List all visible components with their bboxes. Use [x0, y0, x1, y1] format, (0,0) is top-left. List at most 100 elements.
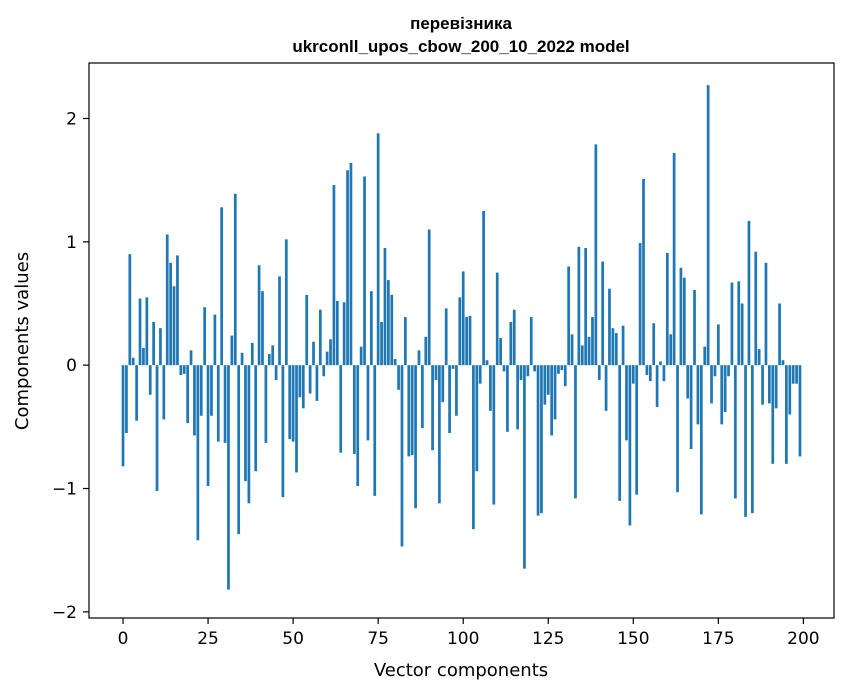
- bar-component-5: [138, 298, 142, 366]
- y-tick-label: 0: [66, 356, 77, 376]
- bar-component-114: [509, 322, 513, 366]
- x-tick-label: 200: [787, 629, 819, 649]
- bar-component-8: [148, 365, 152, 395]
- bar-component-40: [257, 265, 261, 366]
- bar-component-166: [686, 365, 690, 399]
- bar-component-179: [730, 282, 734, 366]
- bar-component-187: [757, 349, 761, 366]
- bar-component-191: [771, 365, 775, 464]
- bar-component-140: [597, 365, 601, 380]
- bar-component-156: [652, 323, 656, 366]
- bar-component-83: [404, 317, 407, 366]
- bar-component-67: [349, 162, 353, 366]
- bar-component-153: [642, 178, 645, 366]
- bar-component-29: [220, 207, 224, 366]
- y-tick-label: 1: [66, 233, 77, 253]
- bar-component-102: [468, 315, 472, 366]
- bar-component-86: [414, 365, 417, 509]
- bar-component-44: [271, 345, 275, 366]
- bar-component-62: [332, 185, 336, 366]
- bar-component-186: [754, 251, 758, 366]
- bar-component-38: [250, 342, 254, 366]
- bar-component-80: [393, 359, 397, 366]
- bar-component-13: [165, 234, 169, 366]
- bar-component-122: [536, 365, 540, 516]
- x-axis-ticks: 0 25 50 75 100 125 150 175 200: [118, 618, 820, 649]
- y-axis-label: Components values: [12, 252, 33, 430]
- bar-component-148: [625, 365, 628, 441]
- bar-component-54: [305, 294, 309, 366]
- bar-component-49: [288, 365, 292, 440]
- bar-component-19: [186, 365, 190, 424]
- bar-component-75: [376, 133, 380, 366]
- bar-component-139: [594, 144, 598, 366]
- bar-component-21: [193, 365, 196, 436]
- bar-component-132: [570, 334, 574, 366]
- bar-component-9: [152, 322, 155, 366]
- x-tick-label: 75: [367, 629, 389, 649]
- bar-component-25: [206, 365, 210, 487]
- bar-component-157: [655, 365, 659, 408]
- bar-component-70: [359, 346, 363, 366]
- bar-component-1: [125, 365, 128, 433]
- bar-component-20: [189, 350, 193, 366]
- bar-component-71: [363, 176, 366, 366]
- x-tick-label: 175: [702, 629, 734, 649]
- bar-component-177: [723, 365, 727, 413]
- bar-component-45: [274, 365, 278, 380]
- bar-component-76: [380, 322, 383, 366]
- bar-component-88: [421, 365, 424, 429]
- bar-component-90: [427, 229, 431, 366]
- bar-component-53: [301, 365, 305, 409]
- bar-component-115: [512, 309, 516, 366]
- bar-component-73: [369, 291, 373, 366]
- bar-component-85: [410, 365, 414, 456]
- bar-component-124: [543, 365, 547, 405]
- bar-component-33: [233, 193, 237, 366]
- bar-component-161: [669, 334, 673, 366]
- bar-component-113: [506, 365, 509, 432]
- bar-component-84: [407, 365, 411, 457]
- bar-component-188: [761, 365, 764, 405]
- x-tick-label: 50: [282, 629, 304, 649]
- bar-component-175: [716, 324, 720, 366]
- bar-component-107: [485, 360, 489, 366]
- bar-component-58: [318, 309, 322, 366]
- bar-component-60: [325, 351, 329, 366]
- bar-component-168: [693, 289, 696, 366]
- bar-component-10: [155, 365, 159, 491]
- bar-component-134: [577, 246, 581, 366]
- bar-component-99: [458, 297, 462, 366]
- bar-component-89: [424, 336, 428, 366]
- bar-component-92: [434, 365, 438, 380]
- bar-component-106: [482, 211, 485, 366]
- bar-component-37: [247, 365, 251, 504]
- bar-component-36: [244, 365, 247, 482]
- bar-component-74: [373, 365, 377, 496]
- bar-component-176: [720, 365, 724, 425]
- bar-component-63: [335, 301, 339, 366]
- bar-component-119: [526, 365, 530, 377]
- bar-component-35: [240, 352, 244, 366]
- bar-component-18: [182, 365, 186, 374]
- bar-component-120: [529, 317, 533, 366]
- bar-component-82: [400, 365, 404, 547]
- bar-component-110: [495, 272, 499, 366]
- x-tick-label: 25: [197, 629, 219, 649]
- bar-component-68: [352, 365, 356, 454]
- x-tick-label: 100: [447, 629, 479, 649]
- bar-component-182: [740, 303, 744, 366]
- bar-component-198: [795, 365, 798, 384]
- y-tick-label: −1: [52, 480, 77, 500]
- bar-component-174: [713, 365, 717, 377]
- bar-component-0: [121, 365, 125, 467]
- bar-component-197: [791, 365, 795, 384]
- bar-component-138: [591, 317, 594, 366]
- bar-component-91: [431, 365, 434, 451]
- bar-component-118: [523, 365, 526, 569]
- bar-component-173: [710, 365, 713, 404]
- bar-component-123: [540, 365, 543, 514]
- bar-component-28: [216, 365, 220, 442]
- bar-component-79: [390, 294, 394, 366]
- bar-component-111: [499, 338, 502, 366]
